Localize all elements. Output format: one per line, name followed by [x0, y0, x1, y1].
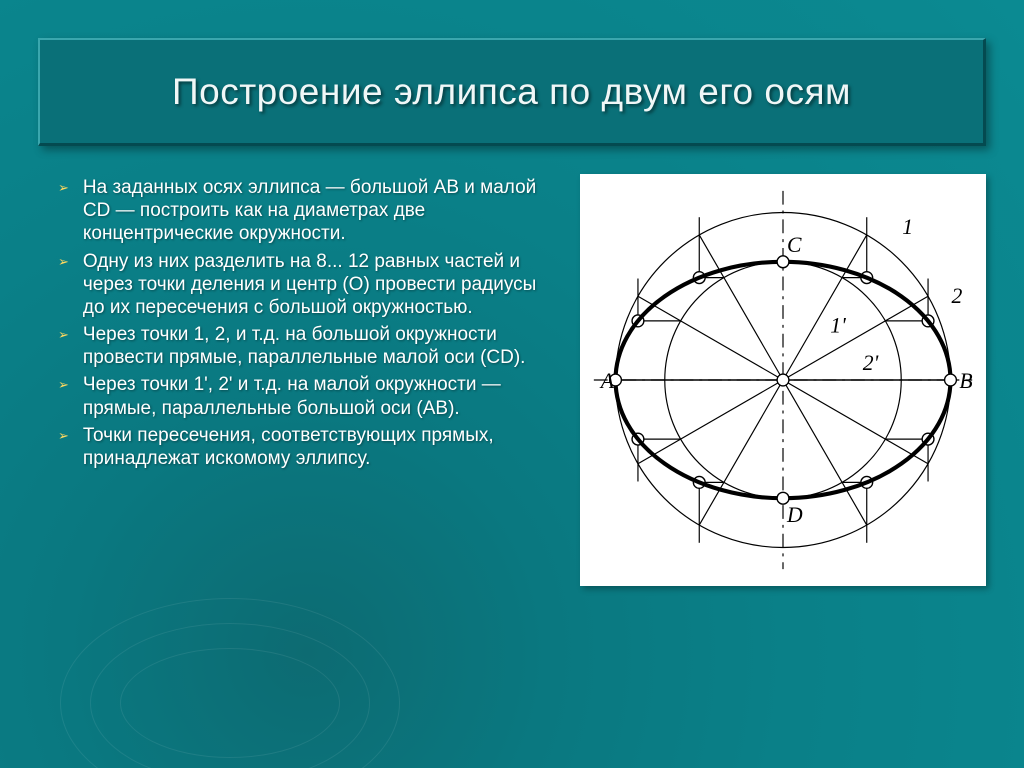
svg-text:2': 2': [863, 351, 879, 375]
ellipse-diagram: A B C D 1 2 1' 2': [580, 174, 986, 586]
svg-text:D: D: [786, 503, 803, 527]
svg-text:C: C: [787, 233, 802, 257]
bullet-item: ➢ Точки пересечения, соответствующих прям…: [58, 424, 550, 470]
bullet-marker: ➢: [58, 254, 69, 270]
bullet-marker: ➢: [58, 428, 69, 444]
bullet-item: ➢ Через точки 1, 2, и т.д. на большой окр…: [58, 323, 550, 369]
svg-text:1': 1': [830, 314, 846, 338]
content-area: ➢ На заданных осях эллипса — большой АВ и…: [0, 146, 1024, 586]
bullet-text: Через точки 1', 2' и т.д. на малой окруж…: [83, 373, 550, 419]
bullet-marker: ➢: [58, 180, 69, 196]
bullet-item: ➢ Одну из них разделить на 8... 12 равных…: [58, 250, 550, 320]
svg-text:2: 2: [951, 284, 962, 308]
slide-title: Построение эллипса по двум его осям: [172, 71, 851, 113]
svg-text:B: B: [959, 369, 972, 393]
bullet-item: ➢ На заданных осях эллипса — большой АВ и…: [58, 176, 550, 246]
bullet-marker: ➢: [58, 377, 69, 393]
bullet-item: ➢ Через точки 1', 2' и т.д. на малой окру…: [58, 373, 550, 419]
svg-text:A: A: [599, 369, 615, 393]
bullet-marker: ➢: [58, 327, 69, 343]
bullet-list: ➢ На заданных осях эллипса — большой АВ и…: [58, 174, 550, 586]
bullet-text: Одну из них разделить на 8... 12 равных …: [83, 250, 550, 320]
title-bar: Построение эллипса по двум его осям: [38, 38, 986, 146]
svg-text:1: 1: [902, 215, 913, 239]
bullet-text: На заданных осях эллипса — большой АВ и …: [83, 176, 550, 246]
bullet-text: Точки пересечения, соответствующих прямы…: [83, 424, 550, 470]
bullet-text: Через точки 1, 2, и т.д. на большой окру…: [83, 323, 550, 369]
